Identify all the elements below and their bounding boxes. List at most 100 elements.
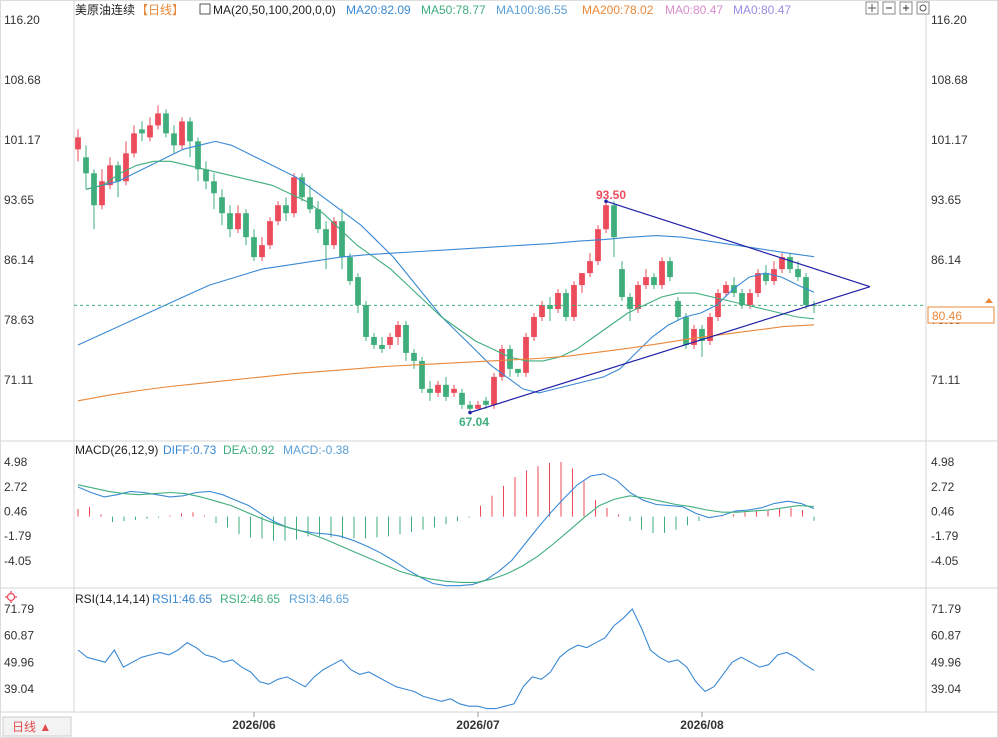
- candle-body: [795, 269, 801, 278]
- period-button-label[interactable]: 日线 ▲: [12, 720, 51, 734]
- candle-body: [275, 205, 281, 222]
- macd-tick-right: 4.98: [931, 455, 955, 469]
- trendline-anchor: [468, 410, 472, 415]
- current-price-box: [927, 306, 995, 324]
- candle-body: [195, 141, 201, 170]
- candle-body: [91, 173, 97, 206]
- trendline-anchor: [604, 199, 608, 204]
- ma200-line: [77, 324, 815, 402]
- macd-tick-left: 0.46: [4, 505, 28, 519]
- candle-body: [747, 293, 753, 306]
- macd-dea-line: [77, 484, 815, 583]
- settings-icon[interactable]: [916, 1, 930, 15]
- candle-body: [547, 305, 553, 310]
- macd-tick-right: 0.46: [931, 505, 955, 519]
- candle-body: [419, 360, 425, 389]
- period-tag: 【日线】: [136, 3, 184, 17]
- candle-body: [555, 293, 561, 310]
- candle-body: [227, 213, 233, 230]
- ma-title: MA(20,50,100,200,0,0): [213, 3, 336, 17]
- rsi-tick-left: 71.79: [4, 602, 34, 616]
- candle-body: [595, 229, 601, 262]
- rsi-settings-icon[interactable]: [5, 591, 17, 603]
- rsi-series: [77, 608, 815, 710]
- candle-body: [523, 336, 529, 373]
- candle-body: [387, 336, 393, 345]
- candle-body: [299, 177, 305, 198]
- candle-body: [659, 261, 665, 286]
- zoom-out-icon[interactable]: [882, 1, 896, 15]
- period-button[interactable]: [2, 716, 72, 737]
- macd-tick-right: -1.79: [931, 529, 959, 543]
- axis-tick-labels: 116.20 116.20 108.68 108.68 101.17 101.17 93.6…: [4, 13, 968, 732]
- candle-body: [443, 384, 449, 397]
- candle-body: [187, 121, 193, 142]
- candle-body: [203, 169, 209, 182]
- rsi-line: [77, 608, 815, 710]
- symbol-title: 美原油连续: [75, 2, 135, 17]
- price-tick-right: 71.11: [931, 373, 960, 387]
- rsi-tick-left: 39.04: [4, 682, 34, 696]
- candle-body: [163, 113, 169, 134]
- candle-body: [411, 352, 417, 361]
- candle-body: [435, 384, 441, 393]
- price-tick-left: 93.65: [4, 193, 34, 207]
- candle-body: [579, 273, 585, 286]
- macd-value-legend: MACD:-0.38: [283, 443, 349, 457]
- candle-body: [123, 153, 129, 182]
- candle-body: [395, 324, 401, 337]
- triangle-trendlines: [468, 199, 871, 415]
- candle-body: [379, 344, 385, 349]
- candle-body: [179, 121, 185, 146]
- candle-body: [483, 400, 489, 405]
- high-annotation: 93.50: [596, 188, 626, 202]
- candle-body: [707, 317, 713, 341]
- candle-body: [803, 277, 809, 306]
- ma20-legend: MA20:82.09: [346, 3, 411, 17]
- candle-body: [635, 285, 641, 310]
- ma-toggle-checkbox[interactable]: [199, 3, 211, 15]
- candle-body: [475, 404, 481, 409]
- date-tick-label: 2026/06: [232, 718, 276, 732]
- candle-body: [99, 181, 105, 206]
- macd-tick-left: 2.72: [4, 480, 28, 494]
- trendline-0: [605, 200, 871, 288]
- ma20-line: [85, 140, 815, 394]
- candle-body: [723, 285, 729, 294]
- candle-body: [243, 213, 249, 238]
- candle-body: [499, 348, 505, 377]
- moving-average-lines: [74, 140, 926, 402]
- candle-body: [331, 221, 337, 246]
- move-icon[interactable]: [865, 1, 879, 15]
- rsi-tick-right: 71.79: [931, 602, 961, 616]
- price-tick-left: 71.11: [4, 373, 33, 387]
- candle-body: [267, 221, 273, 246]
- candle-body: [643, 277, 649, 286]
- trendline-1: [469, 286, 871, 414]
- candle-body: [755, 273, 761, 294]
- candle-body: [491, 376, 497, 405]
- zoom-in-icon[interactable]: [899, 1, 913, 15]
- candle-body: [787, 257, 793, 270]
- price-tick-left: 116.20: [4, 13, 40, 27]
- candle-body: [675, 301, 681, 318]
- candle-body: [347, 257, 353, 282]
- date-tick-label: 2026/08: [680, 718, 724, 732]
- price-tick-left: 78.63: [4, 313, 34, 327]
- candle-body: [235, 213, 241, 230]
- macd-title: MACD(26,12,9): [75, 443, 158, 457]
- ma200-legend: MA200:78.02: [582, 3, 654, 17]
- candle-body: [651, 277, 657, 286]
- price-tick-right: 93.65: [931, 193, 961, 207]
- rsi-title: RSI(14,14,14): [75, 592, 150, 606]
- candle-body: [467, 404, 473, 409]
- candle-body: [739, 293, 745, 306]
- candle-body: [611, 205, 617, 238]
- rsi-tick-left: 60.87: [4, 629, 34, 643]
- candle-body: [251, 237, 257, 258]
- candle-body: [779, 257, 785, 270]
- ma0-legend-b: MA0:80.47: [733, 3, 791, 17]
- candle-body: [131, 133, 137, 154]
